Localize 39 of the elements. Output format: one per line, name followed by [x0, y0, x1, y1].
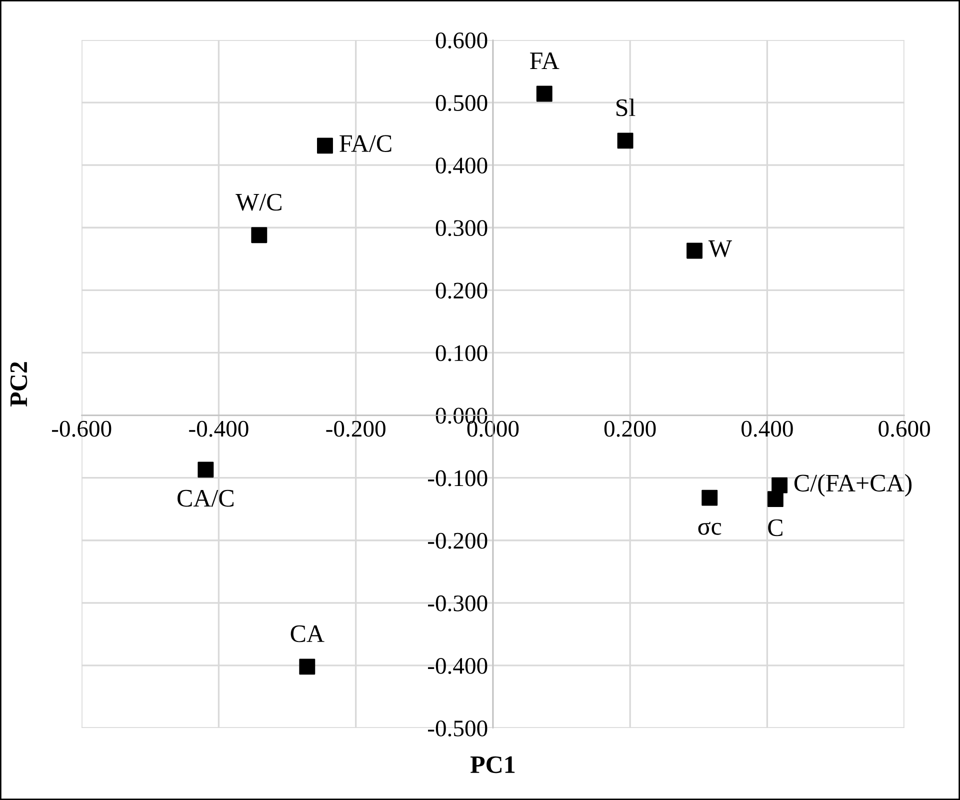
x-tick-label: -0.200: [326, 420, 386, 437]
annotation: W/C: [236, 194, 282, 211]
annotation: FA/C: [340, 135, 392, 152]
point: [617, 132, 634, 149]
point: [767, 491, 784, 508]
annotation: FA: [530, 52, 560, 70]
point: [536, 86, 552, 102]
point: [299, 658, 316, 675]
point: [686, 242, 703, 259]
y-tick-label: 0.200: [436, 282, 488, 299]
y-tick-label: 0.300: [436, 220, 488, 236]
point: [772, 477, 788, 494]
y-tick-label: -0.200: [428, 532, 488, 549]
x-tick-label: 0.200: [604, 420, 656, 437]
y-tick-label: 0.500: [436, 95, 488, 112]
point: [702, 490, 718, 506]
x-tick-label: 0.600: [878, 420, 930, 437]
y-tick-label: -0.100: [428, 470, 488, 486]
annotation: W: [708, 240, 732, 258]
annotation: CA/C: [178, 490, 234, 507]
y-tick-label: 0.100: [436, 345, 488, 362]
x-axis-title: PC1: [470, 756, 515, 774]
y-axis-title: PC2: [10, 362, 28, 406]
annotation: Sl: [616, 98, 636, 116]
point: [317, 138, 333, 154]
annotation: C/(FA+CA): [794, 474, 912, 497]
y-tick-label: -0.500: [428, 720, 488, 737]
annotation: CA: [290, 625, 324, 642]
annotation: σc: [698, 522, 722, 535]
y-tick-label: 0.600: [436, 32, 488, 49]
y-tick-label: 0.400: [436, 158, 488, 174]
annotation: C: [768, 519, 782, 536]
point: [251, 227, 268, 244]
x-tick-label: 0.400: [742, 420, 793, 437]
point: [198, 462, 214, 478]
y-tick-label: -0.400: [428, 658, 488, 674]
y-tick-label: -0.300: [428, 595, 488, 612]
x-tick-label: -0.400: [189, 420, 248, 437]
x-tick-label: -0.600: [52, 420, 112, 437]
